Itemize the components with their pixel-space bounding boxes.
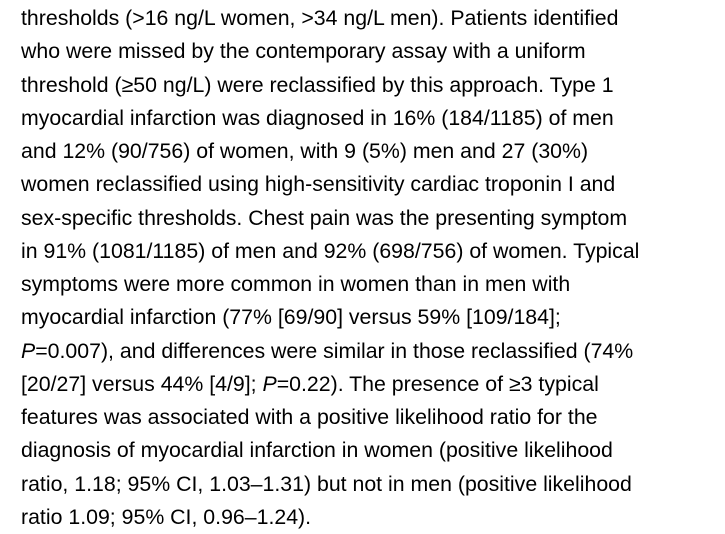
text-segment: sex-specific thresholds. Chest pain was …: [21, 205, 628, 230]
text-segment: features was associated with a positive …: [21, 405, 598, 429]
text-line: diagnosis of myocardial infarction in wo…: [21, 434, 709, 467]
text-line: P=0.007), and differences were similar i…: [21, 335, 709, 368]
text-line: thresholds (>16 ng/L women, >34 ng/L men…: [21, 2, 709, 35]
text-segment: ratio, 1.18; 95% CI, 1.03–1.31) but not …: [21, 471, 632, 496]
text-line: women reclassified using high-sensitivit…: [21, 168, 709, 201]
text-segment: women reclassified using high-sensitivit…: [21, 172, 616, 197]
text-line: myocardial infarction (77% [69/90] versu…: [21, 301, 709, 334]
text-segment: who were missed by the contemporary assa…: [21, 39, 586, 64]
text-segment: =0.22). The presence of ≥3 typical: [276, 371, 599, 396]
p-value-symbol: P: [262, 371, 277, 396]
text-segment: in 91% (1081/1185) of men and 92% (698/7…: [21, 238, 640, 263]
text-segment: myocardial infarction (77% [69/90] versu…: [21, 305, 561, 330]
text-segment: myocardial infarction was diagnosed in 1…: [21, 105, 614, 130]
p-value-symbol: P: [21, 338, 36, 363]
text-line: ratio, 1.18; 95% CI, 1.03–1.31) but not …: [21, 468, 709, 501]
text-segment: symptoms were more common in women than …: [21, 272, 571, 296]
text-line: and 12% (90/756) of women, with 9 (5%) m…: [21, 135, 709, 168]
text-segment: threshold (≥50 ng/L) were reclassified b…: [21, 72, 614, 97]
text-line: symptoms were more common in women than …: [21, 268, 709, 301]
text-line: threshold (≥50 ng/L) were reclassified b…: [21, 69, 709, 102]
text-segment: =0.007), and differences were similar in…: [35, 338, 634, 363]
text-segment: ratio 1.09; 95% CI, 0.96–1.24).: [21, 504, 312, 529]
text-segment: diagnosis of myocardial infarction in wo…: [21, 438, 613, 463]
text-line: in 91% (1081/1185) of men and 92% (698/7…: [21, 235, 709, 268]
text-line: ratio 1.09; 95% CI, 0.96–1.24).: [21, 501, 709, 534]
text-line: [20/27] versus 44% [4/9]; P=0.22). The p…: [21, 368, 709, 401]
text-line: sex-specific thresholds. Chest pain was …: [21, 202, 709, 235]
text-segment: [20/27] versus 44% [4/9];: [21, 371, 263, 396]
text-line: myocardial infarction was diagnosed in 1…: [21, 102, 709, 135]
text-segment: thresholds (>16 ng/L women, >34 ng/L men…: [21, 6, 619, 30]
text-line: who were missed by the contemporary assa…: [21, 35, 709, 68]
text-segment: and 12% (90/756) of women, with 9 (5%) m…: [21, 139, 589, 163]
text-line: features was associated with a positive …: [21, 401, 709, 434]
